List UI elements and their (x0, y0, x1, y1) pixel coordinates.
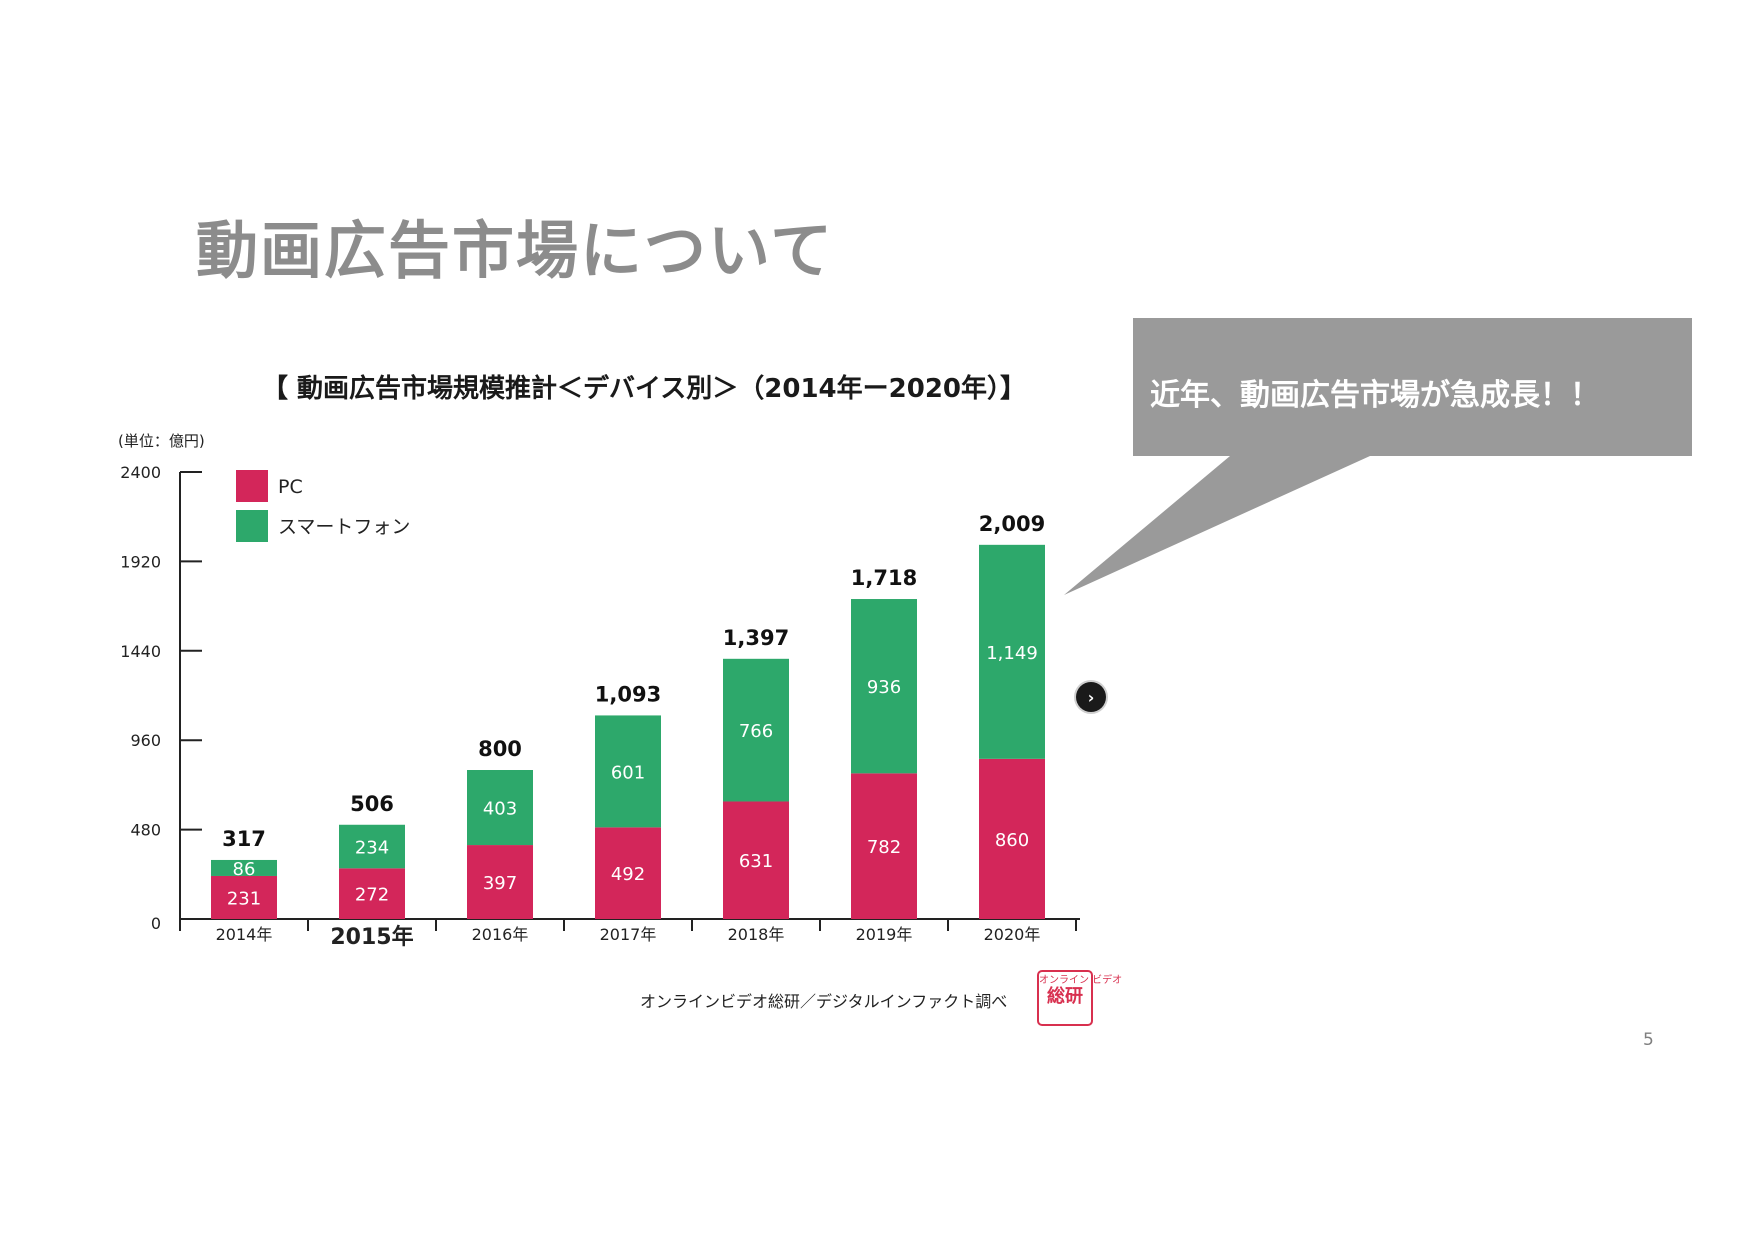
bar-segment (723, 658, 789, 802)
segment-data-label: 766 (739, 721, 773, 742)
legend-label: PC (278, 476, 303, 498)
x-tick-label: 2020年 (984, 925, 1041, 944)
unit-label: (単位：億円) (118, 432, 205, 450)
segment-data-label: 601 (611, 762, 645, 783)
segment-data-label: 782 (867, 837, 901, 858)
slide-title: 動画広告市場について (196, 214, 835, 287)
segment-data-label: 631 (739, 851, 773, 872)
segment-data-label: 272 (355, 885, 389, 906)
segment-data-label: 234 (355, 838, 389, 859)
bar-segment (595, 715, 661, 828)
total-data-label: 2,009 (979, 512, 1045, 536)
total-data-label: 317 (222, 827, 266, 851)
x-tick-label: 2018年 (728, 925, 785, 944)
bar-segment (979, 758, 1045, 919)
legend-swatch (236, 510, 268, 542)
segment-data-label: 936 (867, 677, 901, 698)
bar-segment (979, 544, 1045, 759)
bar-segment (467, 845, 533, 919)
bar-segment (211, 859, 277, 876)
segment-data-label: 403 (483, 799, 517, 820)
x-tick-label: 2014年 (216, 925, 273, 944)
y-tick-label: 2400 (120, 463, 161, 482)
segment-data-label: 1,149 (986, 643, 1038, 664)
bar-segment (595, 827, 661, 919)
source-note: オンラインビデオ総研／デジタルインファクト調べ (640, 992, 1008, 1011)
segment-data-label: 397 (483, 873, 517, 894)
x-tick-label: 2016年 (472, 925, 529, 944)
segment-data-label: 86 (233, 859, 256, 880)
y-tick-label: 0 (151, 914, 161, 933)
segment-data-label: 231 (227, 888, 261, 909)
chevron-right-icon: › (1087, 687, 1095, 707)
stamp-top-text: オンライン ビデオ (1039, 975, 1123, 986)
total-data-label: 1,397 (723, 626, 789, 650)
chart-title: 【 動画広告市場規模推計＜デバイス別＞（2014年ー2020年）】 (262, 374, 1026, 404)
source-stamp-logo: オンライン ビデオ 総研 (1037, 970, 1123, 1026)
y-tick-label: 960 (130, 731, 161, 750)
y-tick-label: 1920 (120, 552, 161, 571)
legend-label: スマートフォン (278, 516, 410, 538)
segment-data-label: 492 (611, 864, 645, 885)
total-data-label: 800 (478, 737, 522, 761)
next-slide-button[interactable]: › (1076, 682, 1106, 712)
stamp-bottom-text: 総研 (1047, 986, 1083, 1007)
legend-swatch (236, 470, 268, 502)
callout-box (1064, 318, 1692, 595)
bar-segment (467, 770, 533, 846)
y-tick-label: 480 (130, 821, 161, 840)
bar-segment (723, 801, 789, 919)
x-tick-label: 2015年 (330, 924, 413, 950)
bar-segment (851, 599, 917, 774)
page-number: 5 (1643, 1030, 1654, 1050)
y-tick-label: 1440 (120, 642, 161, 661)
segment-data-label: 860 (995, 830, 1029, 851)
total-data-label: 1,093 (595, 682, 661, 706)
x-tick-label: 2017年 (600, 925, 657, 944)
bar-segment (851, 773, 917, 919)
total-data-label: 1,718 (851, 566, 917, 590)
bar-segment (211, 875, 277, 919)
x-tick-label: 2019年 (856, 925, 913, 944)
bar-segment (339, 868, 405, 919)
bar-segment (339, 824, 405, 869)
total-data-label: 506 (350, 792, 394, 816)
callout-text: 近年、動画広告市場が急成長！！ (1150, 378, 1600, 413)
